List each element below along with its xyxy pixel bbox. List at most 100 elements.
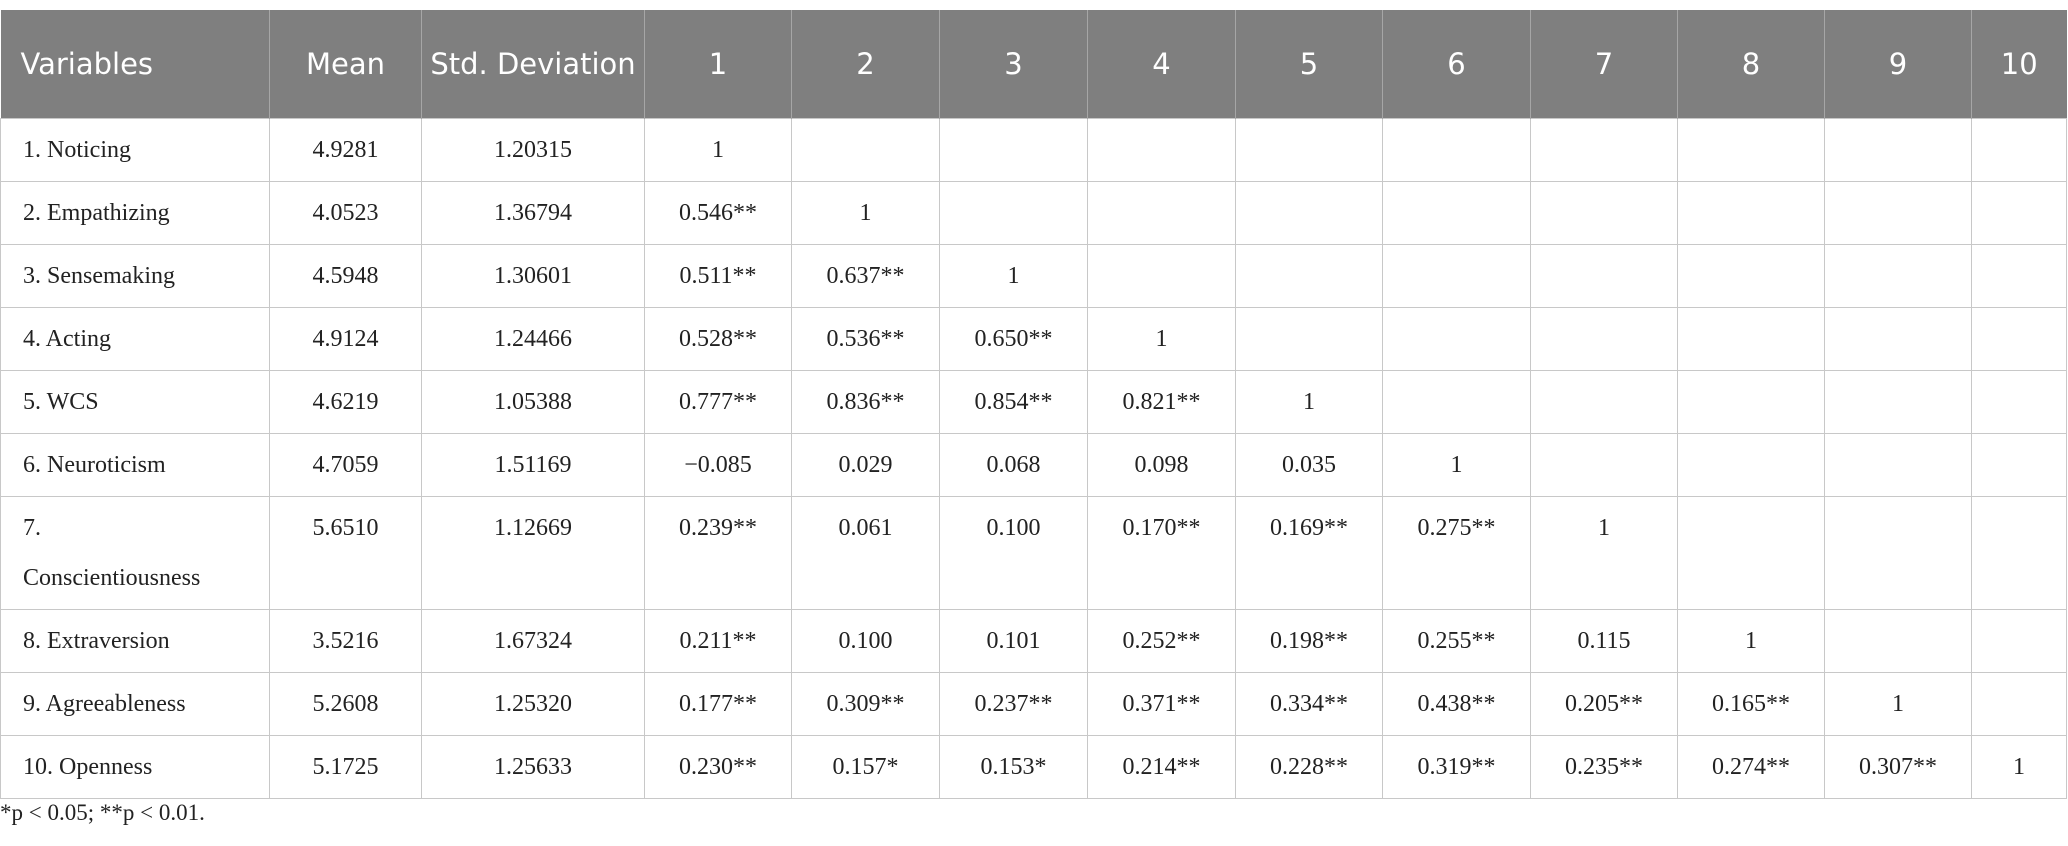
header-cell: 4 <box>1087 10 1236 119</box>
empty-cell <box>1530 307 1678 371</box>
table-cell: 0.169** <box>1235 496 1383 610</box>
table-cell: 0.275** <box>1382 496 1531 610</box>
empty-cell <box>1382 244 1531 308</box>
empty-cell <box>1971 307 2067 371</box>
table-row: 2. Empathizing 4.0523 1.36794 0.546** 1 <box>0 181 2067 245</box>
empty-cell <box>1530 118 1678 182</box>
empty-cell <box>1971 244 2067 308</box>
empty-cell <box>1971 370 2067 434</box>
empty-cell <box>1530 433 1678 497</box>
table-cell: 0.239** <box>644 496 792 610</box>
empty-cell <box>1530 370 1678 434</box>
empty-cell <box>939 118 1088 182</box>
table-cell: 1 <box>1824 672 1972 736</box>
table-cell: 3. Sensemaking <box>0 244 270 308</box>
table-cell: 0.165** <box>1677 672 1825 736</box>
table-cell: 1.12669 <box>421 496 645 610</box>
table-row: 4. Acting 4.9124 1.24466 0.528** 0.536** 0.65… <box>0 307 2067 371</box>
table-cell: 0.309** <box>791 672 940 736</box>
header-cell: 2 <box>791 10 940 119</box>
table-cell: 0.371** <box>1087 672 1236 736</box>
table-cell: 0.821** <box>1087 370 1236 434</box>
table-cell: 1. Noticing <box>0 118 270 182</box>
empty-cell <box>1382 370 1531 434</box>
empty-cell <box>1971 496 2067 610</box>
empty-cell <box>1824 307 1972 371</box>
empty-cell <box>1235 244 1383 308</box>
empty-cell <box>1824 433 1972 497</box>
table-cell: 1 <box>1530 496 1678 610</box>
table-wrap: Variables Mean Std. Deviation 1 2 3 4 5 6 7 8 9 10 1… <box>0 10 2068 799</box>
table-cell: 4.7059 <box>269 433 422 497</box>
empty-cell <box>1382 181 1531 245</box>
table-cell: 0.235** <box>1530 735 1678 799</box>
table-cell: 0.237** <box>939 672 1088 736</box>
header-cell: 8 <box>1677 10 1825 119</box>
table-cell: 4.9281 <box>269 118 422 182</box>
empty-cell <box>1971 118 2067 182</box>
table-cell: 0.101 <box>939 609 1088 673</box>
empty-cell <box>1824 609 1972 673</box>
empty-cell <box>1824 244 1972 308</box>
table-cell: 1.51169 <box>421 433 645 497</box>
table-cell: 0.228** <box>1235 735 1383 799</box>
table-body: 1. Noticing 4.9281 1.20315 1 2. Empathizing 4… <box>0 118 2067 799</box>
footnote: *p < 0.05; **p < 0.01. <box>0 800 205 825</box>
empty-cell <box>1382 118 1531 182</box>
table-cell: 4.0523 <box>269 181 422 245</box>
table-cell: 5.6510 <box>269 496 422 610</box>
table-row: 5. WCS 4.6219 1.05388 0.777** 0.836** 0.854**… <box>0 370 2067 434</box>
table-cell: 0.511** <box>644 244 792 308</box>
table-cell: 4.5948 <box>269 244 422 308</box>
table-cell: 0.546** <box>644 181 792 245</box>
table-cell: 1 <box>644 118 792 182</box>
table-cell: 0.650** <box>939 307 1088 371</box>
header-row: Variables Mean Std. Deviation 1 2 3 4 5 6 7 8 9 10 <box>0 10 2067 119</box>
table-cell: 4.9124 <box>269 307 422 371</box>
table-cell: 1 <box>1677 609 1825 673</box>
header-cell: Std. Deviation <box>421 10 645 119</box>
table-row: 6. Neuroticism 4.7059 1.51169 −0.085 0.029 0.… <box>0 433 2067 497</box>
empty-cell <box>939 181 1088 245</box>
header-cell: 5 <box>1235 10 1383 119</box>
table-cell: 0.068 <box>939 433 1088 497</box>
table-row: 10. Openness 5.1725 1.25633 0.230** 0.157* 0.… <box>0 735 2067 799</box>
empty-cell <box>1677 370 1825 434</box>
table-cell: 0.274** <box>1677 735 1825 799</box>
table-cell: 4.6219 <box>269 370 422 434</box>
table-cell: 0.307** <box>1824 735 1972 799</box>
table-cell: 9. Agreeableness <box>0 672 270 736</box>
table-cell: 1 <box>1971 735 2067 799</box>
table-cell: 0.100 <box>791 609 940 673</box>
empty-cell <box>1824 181 1972 245</box>
header-cell: 6 <box>1382 10 1531 119</box>
table-cell: 1.05388 <box>421 370 645 434</box>
table-cell: 0.438** <box>1382 672 1531 736</box>
header-cell: Mean <box>269 10 422 119</box>
table-cell: 0.777** <box>644 370 792 434</box>
header-cell: 10 <box>1971 10 2067 119</box>
table-cell: 6. Neuroticism <box>0 433 270 497</box>
table-cell: 1.30601 <box>421 244 645 308</box>
header-cell: Variables <box>0 10 270 119</box>
correlation-table: Variables Mean Std. Deviation 1 2 3 4 5 6 7 8 9 10 1… <box>0 10 2067 799</box>
table-cell: 0.035 <box>1235 433 1383 497</box>
table-cell: 0.319** <box>1382 735 1531 799</box>
table-cell: 8. Extraversion <box>0 609 270 673</box>
table-row: 8. Extraversion 3.5216 1.67324 0.211** 0.100… <box>0 609 2067 673</box>
table-cell: 5.1725 <box>269 735 422 799</box>
table-cell: −0.085 <box>644 433 792 497</box>
table-cell: 1.36794 <box>421 181 645 245</box>
empty-cell <box>791 118 940 182</box>
table-cell: 0.528** <box>644 307 792 371</box>
empty-cell <box>1530 244 1678 308</box>
table-cell: 1.24466 <box>421 307 645 371</box>
table-cell: 0.198** <box>1235 609 1383 673</box>
table-cell: 0.637** <box>791 244 940 308</box>
empty-cell <box>1971 609 2067 673</box>
empty-cell <box>1677 496 1825 610</box>
table-cell: 1.20315 <box>421 118 645 182</box>
table-cell: 3.5216 <box>269 609 422 673</box>
table-row: 1. Noticing 4.9281 1.20315 1 <box>0 118 2067 182</box>
